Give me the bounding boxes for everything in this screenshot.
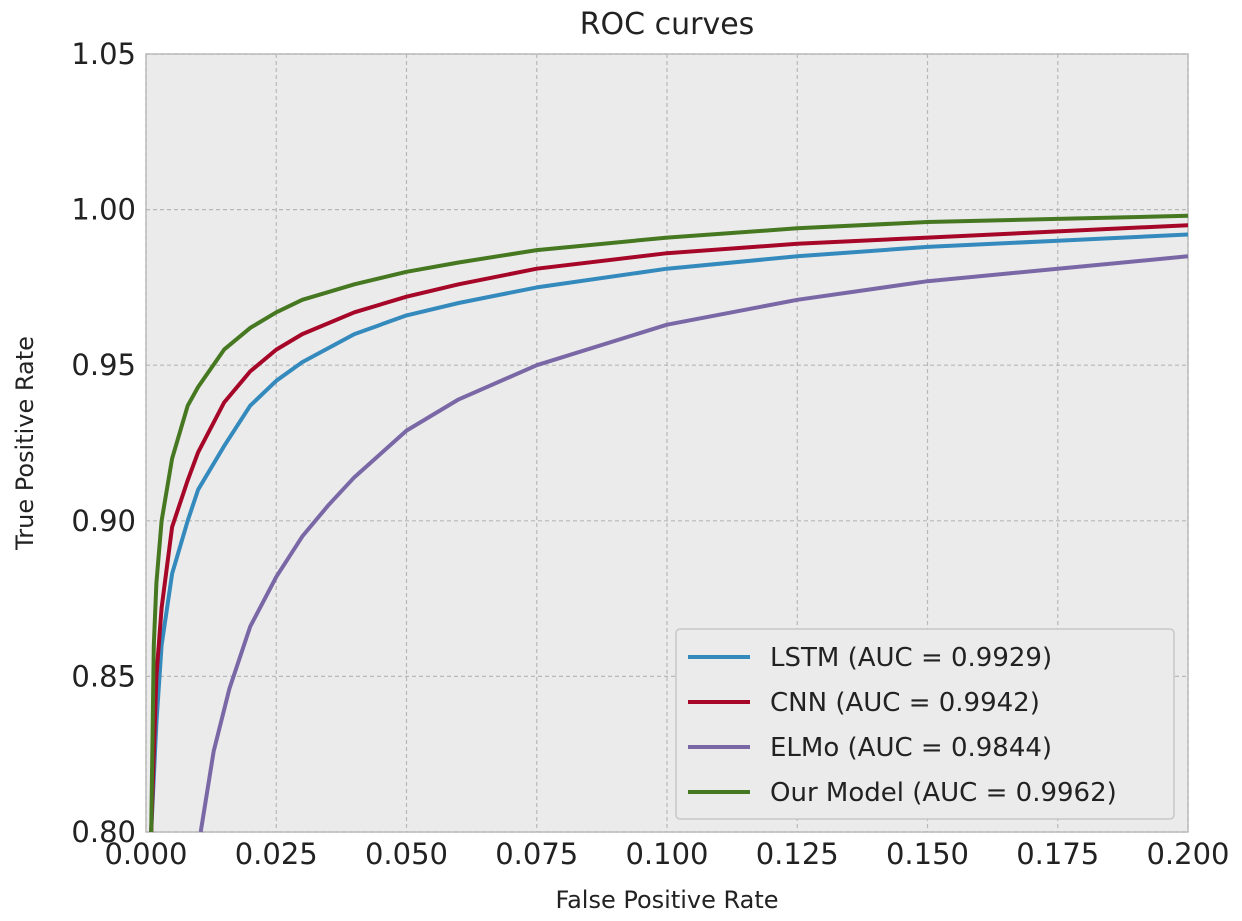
legend-entry: Our Model (AUC = 0.9962)	[770, 778, 1117, 808]
series-line-2	[149, 223, 1189, 833]
x-tick-label: 0.000	[104, 837, 187, 871]
legend-box	[675, 628, 1175, 820]
y-tick-label: 0.85	[71, 659, 136, 693]
y-axis-label: True Positive Rate	[11, 336, 39, 551]
x-tick-label: 0.100	[625, 837, 708, 871]
y-tick-label: 0.80	[71, 815, 136, 849]
y-tick-label: 1.05	[71, 37, 136, 71]
y-tick-label: 1.00	[71, 193, 136, 227]
chart-title: ROC curves	[580, 7, 755, 42]
legend-entry: LSTM (AUC = 0.9929)	[770, 643, 1052, 673]
x-axis-ticks: 0.000 0.025 0.050 0.075 0.100 0.125 0.150 0.175…	[104, 837, 1229, 871]
series-line-4	[149, 213, 1189, 833]
x-tick-label: 0.125	[756, 837, 839, 871]
x-tick-label: 0.175	[1016, 837, 1099, 871]
y-tick-label: 0.90	[71, 504, 136, 538]
legend-entry: CNN (AUC = 0.9942)	[770, 688, 1040, 718]
legend-entry: ELMo (AUC = 0.9844)	[770, 733, 1052, 763]
series-line-3	[198, 254, 1189, 833]
x-tick-label: 0.025	[235, 837, 318, 871]
y-tick-label: 0.95	[71, 348, 136, 382]
x-tick-label: 0.200	[1146, 837, 1229, 871]
x-tick-label: 0.075	[495, 837, 578, 871]
legend: LSTM (AUC = 0.9929) CNN (AUC = 0.9942) ELM…	[675, 628, 1175, 820]
x-tick-label: 0.050	[365, 837, 448, 871]
y-axis-ticks: 0.80 0.85 0.90 0.95 1.00 1.05	[71, 37, 136, 849]
x-axis-label: False Positive Rate	[555, 886, 778, 914]
series-line-1	[149, 232, 1189, 833]
x-tick-label: 0.150	[886, 837, 969, 871]
series-layer	[149, 213, 1189, 833]
grid	[145, 53, 1189, 833]
